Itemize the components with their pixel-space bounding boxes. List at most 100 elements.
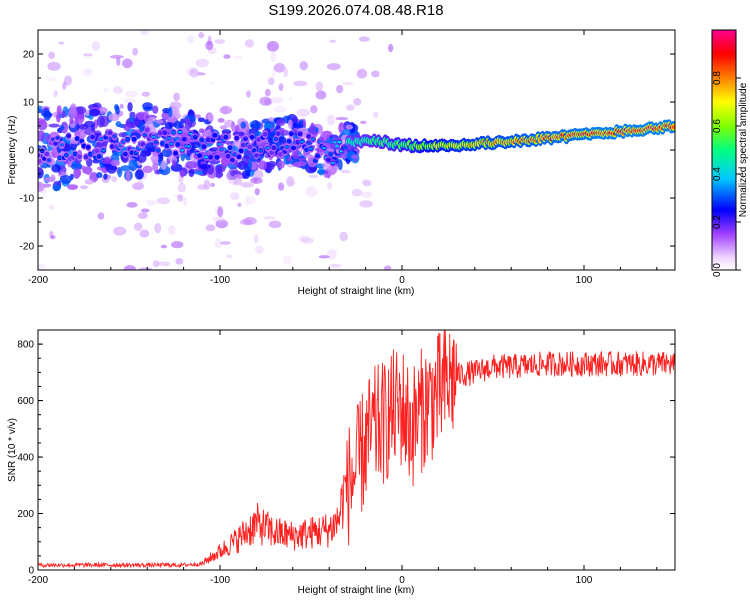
noise-blob — [360, 120, 367, 125]
ridge-core — [156, 149, 161, 152]
ridge-core — [55, 136, 60, 140]
ridge-mid — [175, 142, 181, 147]
noise-blob — [277, 182, 285, 191]
noise-blob — [270, 96, 284, 104]
signal-blob — [61, 110, 66, 119]
noise-blob — [315, 81, 324, 92]
noise-blob — [296, 108, 311, 117]
noise-blob — [97, 212, 105, 220]
ridge-mid — [129, 150, 135, 156]
colorbar-ticks: 0.0 0.2 0.4 0.6 0.8 — [712, 71, 741, 277]
colorbar-gradient — [712, 30, 736, 270]
noise-blob — [111, 176, 118, 183]
signal-blob — [198, 128, 205, 134]
ridge-mid — [315, 153, 321, 159]
signal-blob — [108, 113, 120, 122]
x-tick-label: -200 — [28, 575, 48, 586]
signal-blob — [150, 154, 159, 163]
ridge-core — [134, 151, 139, 155]
ridge-core — [112, 135, 117, 138]
ridge-mid — [236, 154, 242, 160]
signal-blob — [76, 168, 82, 177]
signal-blob — [161, 148, 173, 158]
ridge-mid — [74, 136, 80, 141]
noise-blob — [175, 258, 184, 265]
ridge-core — [284, 145, 289, 149]
noise-blob — [48, 204, 54, 210]
signal-blob — [103, 173, 108, 180]
signal-blob — [89, 108, 101, 117]
noise-blob — [214, 238, 223, 249]
ridge-core — [217, 143, 222, 146]
signal-blob — [42, 183, 52, 188]
signal-blob — [160, 160, 167, 170]
colorbar: 0.0 0.2 0.4 0.6 0.8 Normalized spectral ampl… — [711, 29, 749, 277]
signal-blob — [268, 117, 275, 122]
signal-blob — [197, 117, 206, 123]
signal-blob — [221, 129, 232, 135]
noise-blob — [232, 55, 243, 60]
noise-blob — [299, 61, 309, 71]
noise-blob — [240, 218, 253, 226]
ridge-core — [125, 138, 130, 141]
ridge-mid — [205, 137, 211, 143]
noise-blob — [186, 35, 195, 44]
noise-blob — [283, 254, 292, 265]
signal-blob — [56, 105, 62, 115]
noise-blob — [327, 182, 333, 190]
ridge-mid — [227, 145, 233, 151]
noise-blob — [136, 180, 144, 185]
signal-blob — [59, 125, 65, 131]
ridge-mid — [159, 141, 165, 146]
noise-blob — [240, 182, 254, 188]
signal-blob — [188, 169, 195, 178]
signal-blob — [68, 106, 78, 119]
ridge-mid — [214, 154, 220, 160]
snr-line — [38, 330, 675, 569]
noise-blob — [220, 241, 231, 245]
noise-blob — [82, 67, 93, 77]
signal-blob — [96, 171, 103, 179]
noise-blob — [126, 202, 138, 208]
signal-blob — [287, 119, 293, 129]
ridge-mid — [238, 148, 244, 154]
ridge-mid — [295, 139, 301, 145]
noise-blob — [315, 90, 327, 100]
signal-blob — [168, 106, 173, 118]
signal-blob — [297, 160, 307, 167]
signal-blob — [161, 111, 170, 121]
signal-blob — [118, 132, 126, 138]
signal-blob — [164, 121, 173, 129]
noise-blob — [123, 265, 136, 270]
noise-blob — [268, 220, 282, 229]
chart-title: S199.2026.074.08.48.R18 — [268, 2, 443, 19]
y-tick-label: 20 — [23, 50, 35, 61]
noise-blob — [173, 92, 180, 102]
signal-blob — [233, 174, 244, 179]
ridge-mid — [253, 153, 259, 158]
snr-panel: -200 -100 0 100 0 200 400 600 800 Height of stra… — [7, 329, 676, 596]
noise-blob — [226, 254, 233, 259]
ridge-mid — [212, 132, 218, 138]
signal-blob — [119, 103, 124, 110]
ridge-core — [169, 142, 174, 146]
ridge-core — [101, 149, 106, 152]
noise-blob — [328, 264, 342, 268]
colorbar-tick-label: 0.2 — [712, 215, 723, 229]
ridge-mid — [76, 154, 82, 160]
noise-blob — [47, 61, 61, 71]
noise-blob — [335, 117, 349, 121]
noise-blob — [233, 178, 243, 186]
signal-blob — [298, 119, 304, 126]
signal-blob — [134, 169, 144, 180]
noise-blob — [139, 229, 150, 238]
signal-blob — [84, 120, 96, 128]
noise-blob — [215, 219, 229, 229]
signal-blob — [309, 125, 316, 135]
ridge-core — [265, 146, 270, 149]
ridge-mid — [304, 147, 310, 153]
ridge-core — [143, 133, 148, 137]
signal-blob — [70, 162, 83, 171]
ridge-core — [88, 153, 93, 156]
signal-blob — [142, 165, 153, 174]
